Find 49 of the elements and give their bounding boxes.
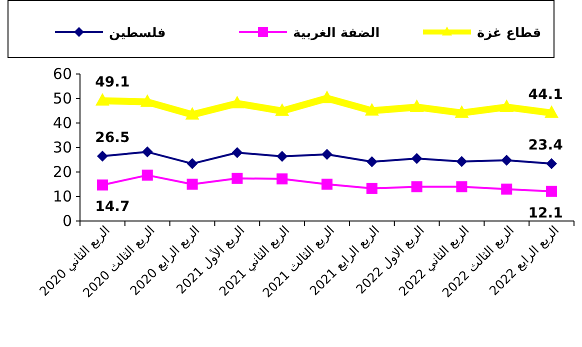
point — [500, 99, 514, 112]
point — [366, 156, 378, 168]
point — [140, 94, 154, 107]
point — [320, 90, 334, 104]
y-tick-label: 60 — [52, 65, 72, 83]
point — [96, 150, 108, 162]
point — [232, 147, 243, 158]
point — [230, 96, 244, 108]
point — [322, 148, 332, 160]
data-label: 12.1 — [528, 205, 563, 222]
point — [456, 156, 468, 167]
point — [185, 106, 200, 120]
point — [501, 184, 512, 195]
point — [96, 179, 108, 190]
y-tick-label: 10 — [52, 188, 72, 206]
point — [276, 150, 288, 162]
point — [411, 153, 422, 164]
data-label: 14.7 — [95, 198, 130, 215]
point — [544, 105, 559, 118]
point — [454, 105, 469, 118]
point — [364, 103, 379, 116]
point — [232, 172, 243, 184]
point — [95, 93, 110, 106]
data-label: 26.5 — [95, 130, 130, 146]
y-tick-label: 0 — [62, 212, 72, 230]
point — [142, 170, 153, 181]
point — [186, 178, 198, 190]
y-tick-label: 20 — [52, 163, 72, 181]
point — [546, 186, 558, 197]
legend-label: فلسطين — [109, 26, 166, 41]
point — [186, 158, 198, 170]
data-label: 44.1 — [528, 86, 563, 103]
legend-label: قطاع غزة — [477, 26, 542, 41]
legend-label: الضفة الغربية — [293, 26, 380, 41]
point — [411, 181, 422, 192]
y-tick-label: 40 — [52, 114, 72, 132]
data-label: 23.4 — [528, 138, 564, 154]
y-tick-label: 30 — [52, 138, 72, 156]
point — [322, 178, 332, 190]
point — [142, 146, 153, 158]
point — [275, 103, 290, 116]
point — [276, 173, 288, 184]
point — [546, 158, 558, 170]
point — [410, 99, 424, 112]
point — [456, 181, 468, 192]
data-label: 49.1 — [95, 74, 130, 91]
point — [501, 154, 512, 166]
point — [366, 182, 378, 194]
y-tick-label: 50 — [52, 90, 72, 108]
